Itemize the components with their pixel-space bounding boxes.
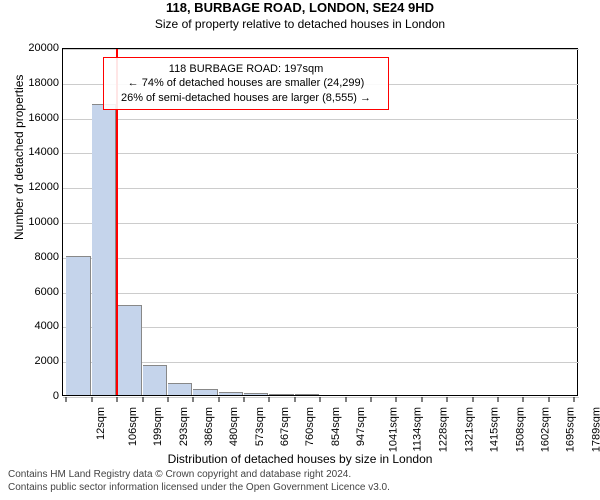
gridline [63, 188, 579, 189]
x-tick [346, 397, 347, 402]
gridline [63, 153, 579, 154]
y-tick-label: 4000 [13, 320, 59, 332]
x-tick [473, 397, 474, 402]
x-axis-label: Distribution of detached houses by size … [0, 452, 600, 466]
x-tick [396, 397, 397, 402]
x-tick [168, 397, 169, 402]
x-tick-label: 760sqm [305, 407, 317, 446]
gridline [63, 293, 579, 294]
x-tick-label: 854sqm [330, 407, 342, 446]
histogram-bar [269, 394, 294, 395]
x-tick-label: 1228sqm [438, 407, 450, 452]
gridline [63, 258, 579, 259]
x-tick [447, 397, 448, 402]
x-tick [219, 397, 220, 402]
y-tick-label: 8000 [13, 251, 59, 263]
x-tick [193, 397, 194, 402]
y-tick-label: 0 [13, 390, 59, 402]
x-tick [269, 397, 270, 402]
x-tick-label: 1508sqm [514, 407, 526, 452]
histogram-bar [219, 392, 244, 395]
x-tick [320, 397, 321, 402]
x-tick-label: 1789sqm [590, 407, 600, 452]
histogram-bar [66, 256, 91, 395]
histogram-bar [295, 394, 319, 395]
x-tick [371, 397, 372, 402]
annotation-line: ← 74% of detached houses are smaller (24… [108, 76, 384, 90]
x-tick [117, 397, 118, 402]
x-tick [549, 397, 550, 402]
x-tick-label: 106sqm [127, 407, 139, 446]
chart-plot-area: 0200040006000800010000120001400016000180… [62, 48, 578, 396]
x-tick-label: 1695sqm [565, 407, 577, 452]
y-tick-label: 6000 [13, 286, 59, 298]
footer-attribution: Contains HM Land Registry data © Crown c… [8, 469, 390, 494]
x-tick [244, 397, 245, 402]
gridline [63, 223, 579, 224]
x-tick-label: 293sqm [178, 407, 190, 446]
y-tick-label: 20000 [13, 42, 59, 54]
footer-line-2: Contains public sector information licen… [8, 482, 390, 495]
x-tick-label: 480sqm [228, 407, 240, 446]
chart-subtitle: Size of property relative to detached ho… [0, 17, 600, 31]
gridline [63, 49, 579, 50]
x-tick-label: 1415sqm [489, 407, 501, 452]
x-tick-label: 1602sqm [539, 407, 551, 452]
x-tick-label: 1134sqm [411, 407, 423, 451]
chart-title: 118, BURBAGE ROAD, LONDON, SE24 9HD [0, 0, 600, 15]
histogram-bar [193, 389, 217, 395]
x-tick-label: 667sqm [279, 407, 291, 446]
x-tick [66, 397, 67, 402]
x-tick-label: 199sqm [152, 407, 164, 446]
x-tick [295, 397, 296, 402]
x-tick-label: 947sqm [355, 407, 367, 446]
x-tick [92, 397, 93, 402]
histogram-bar [117, 305, 142, 395]
footer-line-1: Contains HM Land Registry data © Crown c… [8, 469, 390, 482]
annotation-line: 26% of semi-detached houses are larger (… [108, 91, 384, 105]
annotation-box: 118 BURBAGE ROAD: 197sqm← 74% of detache… [103, 57, 389, 110]
x-tick [498, 397, 499, 402]
annotation-line: 118 BURBAGE ROAD: 197sqm [108, 62, 384, 76]
x-tick-label: 386sqm [203, 407, 215, 446]
histogram-bar [168, 383, 193, 395]
gridline [63, 119, 579, 120]
x-tick [574, 397, 575, 402]
histogram-bar [92, 104, 116, 395]
histogram-bar [244, 393, 268, 395]
histogram-bar [143, 365, 167, 395]
y-axis-label: Number of detached properties [12, 75, 26, 240]
x-tick-label: 1041sqm [387, 407, 399, 452]
x-tick-label: 1321sqm [463, 407, 475, 452]
x-tick [143, 397, 144, 402]
y-tick-label: 2000 [13, 355, 59, 367]
x-tick-label: 573sqm [254, 407, 266, 446]
x-tick [523, 397, 524, 402]
x-tick-label: 12sqm [95, 407, 107, 440]
x-tick [422, 397, 423, 402]
